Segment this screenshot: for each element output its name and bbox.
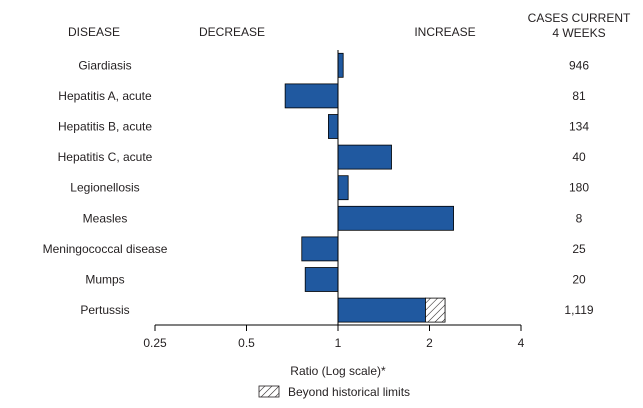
legend-label: Beyond historical limits <box>288 385 410 399</box>
x-axis: 0.25 0.5 1 2 4 <box>143 324 525 350</box>
x-tick-label: 1 <box>335 336 342 350</box>
x-tick-label: 0.5 <box>238 336 255 350</box>
bar <box>337 175 349 201</box>
category-label: Legionellosis <box>70 181 139 195</box>
x-axis-label: Ratio (Log scale)* <box>290 364 386 378</box>
category-label: Hepatitis B, acute <box>58 120 152 134</box>
bar <box>328 114 339 139</box>
header-cases-line1: CASES CURRENT <box>528 11 631 25</box>
x-tick-label: 2 <box>426 336 433 350</box>
chart-rows: Giardiasis 946 Hepatitis A, acute 81 Hepatit… <box>43 50 594 325</box>
category-label: Measles <box>83 211 128 225</box>
x-tick-label: 4 <box>518 336 525 350</box>
bar <box>337 144 392 170</box>
cases-value: 40 <box>572 150 586 164</box>
category-label: Hepatitis A, acute <box>58 89 152 103</box>
cases-value: 134 <box>569 120 589 134</box>
bar <box>337 297 426 323</box>
bar <box>337 205 454 231</box>
bar <box>337 52 344 78</box>
cases-value: 20 <box>572 273 586 287</box>
cases-value: 946 <box>569 58 589 72</box>
x-tick-label: 0.25 <box>143 336 167 350</box>
bar-beyond-limits <box>425 297 446 323</box>
cases-value: 81 <box>572 89 586 103</box>
category-label: Pertussis <box>80 303 129 317</box>
cases-value: 8 <box>576 211 583 225</box>
cases-value: 25 <box>572 242 586 256</box>
header-decrease: DECREASE <box>199 25 265 39</box>
bar <box>284 83 339 109</box>
cases-value: 1,119 <box>564 303 593 317</box>
header-disease: DISEASE <box>68 25 120 39</box>
cases-value: 180 <box>569 181 589 195</box>
category-label: Meningococcal disease <box>43 242 168 256</box>
legend-swatch <box>258 385 280 398</box>
legend: Beyond historical limits <box>258 385 410 399</box>
bar <box>301 236 339 262</box>
category-label: Giardiasis <box>78 58 131 72</box>
category-label: Mumps <box>85 273 124 287</box>
category-label: Hepatitis C, acute <box>58 150 153 164</box>
bar <box>304 267 339 292</box>
header-cases-line2: 4 WEEKS <box>552 26 605 40</box>
header-increase: INCREASE <box>414 25 475 39</box>
